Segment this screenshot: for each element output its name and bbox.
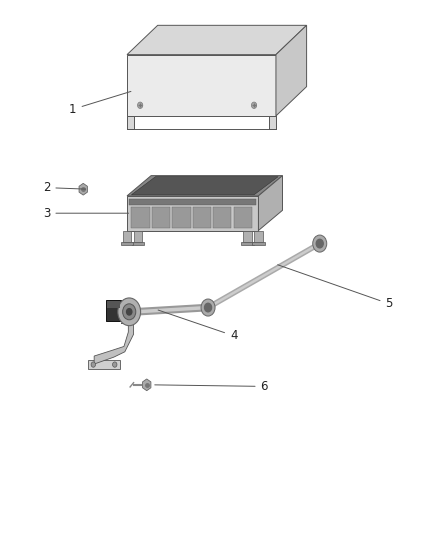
Polygon shape — [269, 116, 276, 130]
Polygon shape — [131, 177, 278, 195]
Polygon shape — [252, 242, 265, 245]
Polygon shape — [123, 230, 131, 242]
Polygon shape — [241, 242, 254, 245]
Polygon shape — [134, 230, 142, 242]
Polygon shape — [79, 183, 88, 195]
Circle shape — [205, 303, 212, 312]
Text: 1: 1 — [69, 92, 131, 116]
Circle shape — [123, 304, 136, 320]
Text: 3: 3 — [43, 207, 129, 220]
Polygon shape — [172, 207, 191, 228]
Polygon shape — [127, 196, 258, 230]
Polygon shape — [276, 25, 307, 116]
Polygon shape — [193, 207, 211, 228]
Polygon shape — [121, 242, 133, 245]
Circle shape — [118, 298, 141, 326]
Polygon shape — [127, 176, 283, 196]
Polygon shape — [129, 199, 256, 205]
Polygon shape — [131, 207, 150, 228]
Text: 5: 5 — [278, 265, 393, 310]
Polygon shape — [88, 360, 120, 369]
Circle shape — [205, 304, 211, 311]
Circle shape — [201, 299, 215, 316]
Polygon shape — [127, 116, 134, 130]
Circle shape — [202, 301, 214, 314]
Circle shape — [251, 102, 257, 108]
Circle shape — [316, 239, 323, 248]
Text: 4: 4 — [158, 310, 237, 342]
Polygon shape — [243, 230, 252, 242]
Circle shape — [138, 102, 143, 108]
Polygon shape — [127, 55, 276, 116]
Text: 2: 2 — [43, 181, 86, 194]
Text: 6: 6 — [155, 380, 268, 393]
Polygon shape — [152, 207, 170, 228]
Polygon shape — [258, 176, 283, 230]
Polygon shape — [106, 300, 121, 321]
Polygon shape — [127, 25, 307, 55]
Circle shape — [127, 309, 132, 315]
Polygon shape — [132, 242, 144, 245]
Circle shape — [313, 235, 327, 252]
Polygon shape — [94, 324, 134, 364]
Polygon shape — [254, 230, 263, 242]
Polygon shape — [142, 379, 151, 391]
Polygon shape — [107, 301, 120, 308]
Polygon shape — [233, 207, 252, 228]
Circle shape — [113, 362, 117, 367]
Polygon shape — [213, 207, 231, 228]
Circle shape — [91, 362, 95, 367]
